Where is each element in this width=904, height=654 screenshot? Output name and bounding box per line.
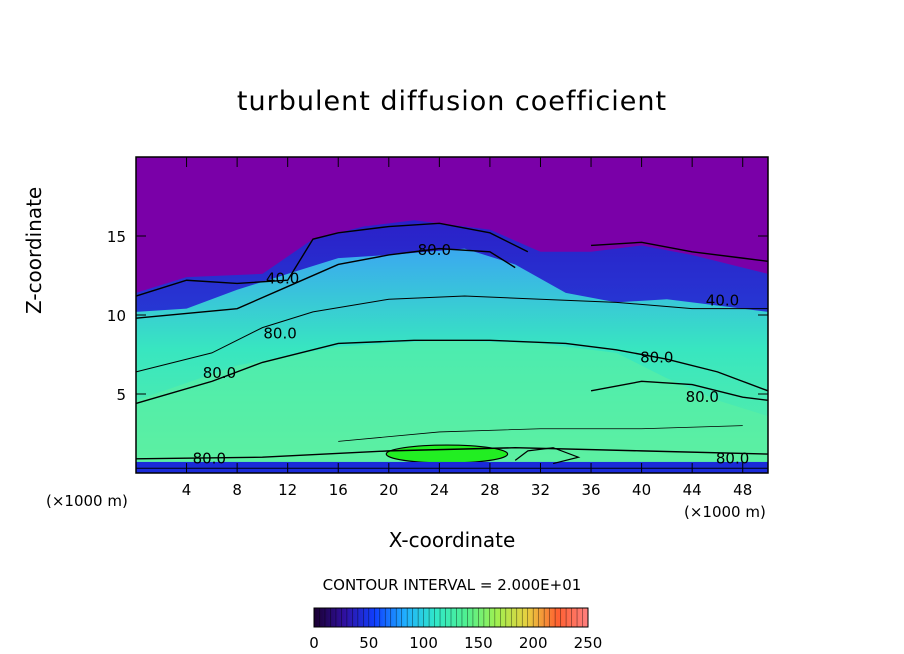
contour-label: 80.0	[203, 364, 236, 382]
contour-eddy	[514, 447, 581, 465]
contour-80-right	[590, 380, 769, 402]
x-tick-label: 8	[232, 481, 242, 499]
contour-40-mid	[135, 295, 768, 373]
contour-label: 80.0	[418, 241, 451, 259]
x-unit-label-right: (×1000 m)	[684, 503, 766, 521]
contour-label: 80.0	[686, 388, 719, 406]
field-surface-strip	[136, 461, 768, 473]
contour-label: 80.0	[263, 325, 296, 343]
x-tick-label: 16	[329, 481, 348, 499]
y-tick-label: 10	[107, 307, 126, 325]
x-tick-label: 40	[632, 481, 651, 499]
y-tick-label: 15	[107, 228, 126, 246]
colorbar-tick-label: 100	[409, 634, 438, 652]
x-tick-label: 20	[379, 481, 398, 499]
x-axis-label: X-coordinate	[388, 528, 516, 552]
y-tick-label: 5	[116, 386, 126, 404]
colorbar-tick-label: 50	[359, 634, 378, 652]
colorbar-tick-label: 0	[309, 634, 319, 652]
colorbar-tick-label: 250	[574, 634, 603, 652]
contour-upper-b	[590, 241, 769, 262]
x-tick-label: 28	[480, 481, 499, 499]
x-tick-label: 44	[683, 481, 702, 499]
contour-label: 80.0	[640, 348, 673, 366]
contour-80-lower	[135, 339, 769, 405]
x-tick-label: 24	[430, 481, 449, 499]
contour-label: 40.0	[706, 292, 739, 310]
contour-80-bottom	[135, 447, 769, 460]
x-tick-label: 4	[182, 481, 192, 499]
contour-lower-thin	[338, 425, 743, 442]
contour-label: 80.0	[716, 450, 749, 468]
colorbar-tick-label: 200	[519, 634, 548, 652]
contour-label: 40.0	[266, 269, 299, 287]
y-axis-label: Z-coordinate	[22, 186, 46, 314]
contour-interval-text: CONTOUR INTERVAL = 2.000E+01	[322, 576, 582, 594]
contour-label: 80.0	[193, 450, 226, 468]
x-tick-label: 12	[278, 481, 297, 499]
colorbar-tick-label: 150	[464, 634, 493, 652]
chart-title: turbulent diffusion coefficient	[236, 86, 668, 117]
contour-upper-a	[135, 222, 529, 297]
x-tick-label: 36	[581, 481, 600, 499]
x-tick-label: 32	[531, 481, 550, 499]
field-core-region	[136, 340, 768, 461]
contour-80-upper	[135, 247, 516, 319]
x-tick-label: 48	[733, 481, 752, 499]
x-unit-label-left: (×1000 m)	[46, 492, 128, 510]
